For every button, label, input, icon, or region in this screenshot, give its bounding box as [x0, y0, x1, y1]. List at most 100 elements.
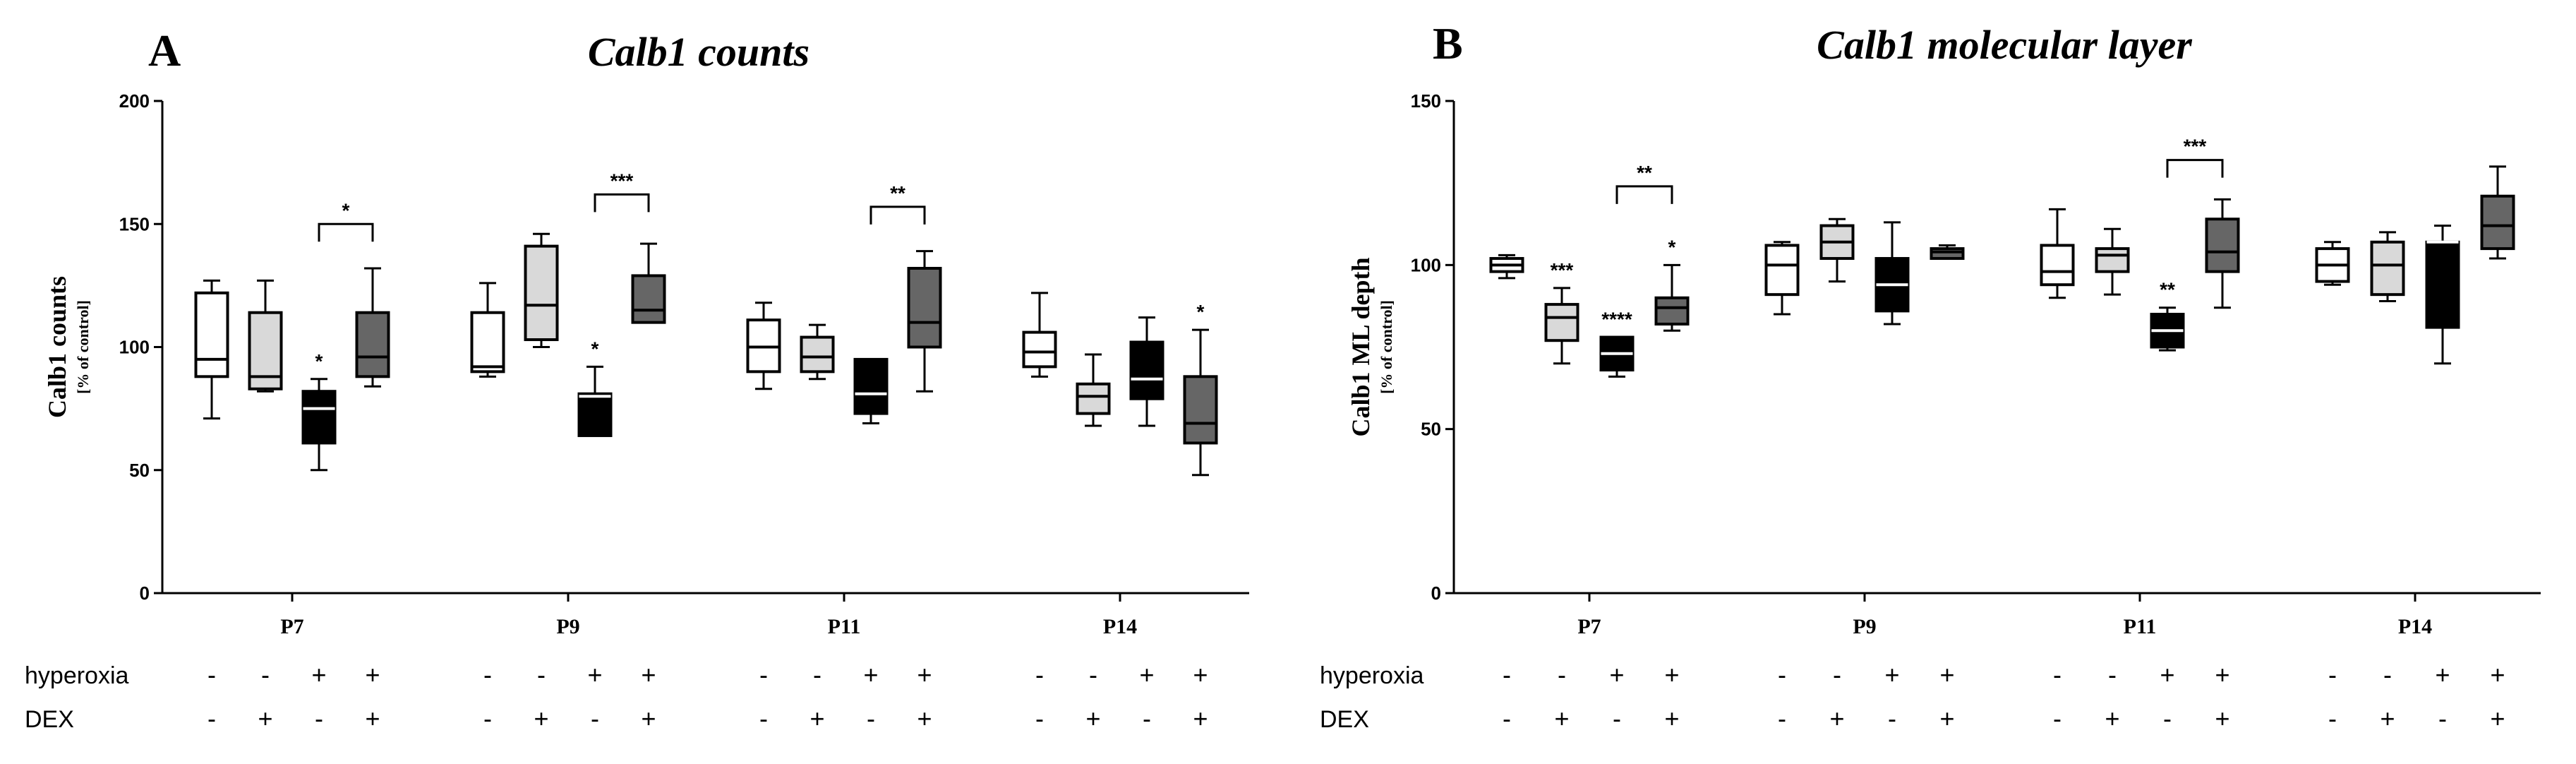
- condition-sign: -: [207, 704, 216, 733]
- box-p11-group-2: [2095, 227, 2130, 296]
- box-iqr: [1764, 244, 1800, 297]
- condition-sign: +: [917, 704, 932, 733]
- y-tick-label: 150: [119, 213, 150, 234]
- x-category-label: P7: [280, 615, 303, 638]
- condition-sign: -: [1778, 704, 1786, 733]
- box-iqr: [2370, 240, 2405, 297]
- condition-sign: +: [2380, 704, 2395, 733]
- box-iqr: [524, 244, 559, 342]
- condition-sign: -: [759, 704, 768, 733]
- condition-label-hyperoxia: hyperoxia: [25, 662, 129, 689]
- box-iqr: [194, 291, 229, 378]
- box-p14-group-4: [1183, 328, 1218, 477]
- y-tick-label: 200: [119, 90, 150, 112]
- condition-sign: -: [2438, 704, 2447, 733]
- condition-sign: +: [1884, 660, 1899, 689]
- y-tick-label: 0: [1431, 583, 1441, 604]
- condition-sign: +: [587, 660, 602, 689]
- condition-sign: +: [809, 704, 824, 733]
- condition-sign: +: [365, 704, 380, 733]
- condition-sign: -: [591, 704, 599, 733]
- condition-sign: -: [813, 660, 821, 689]
- box-p11-group-3: [853, 357, 889, 425]
- chart-title: Calb1 counts: [588, 29, 809, 75]
- condition-sign: -: [2053, 660, 2062, 689]
- condition-sign: +: [1193, 660, 1208, 689]
- significance-marker: ****: [1601, 309, 1632, 330]
- box-iqr: [631, 274, 666, 324]
- significance-bracket: ***: [594, 169, 650, 213]
- y-axis-unit: [% of control]: [74, 300, 92, 394]
- condition-sign: +: [1554, 704, 1569, 733]
- condition-sign: -: [261, 660, 270, 689]
- y-axis-unit: [% of control]: [1378, 300, 1395, 394]
- box-p9-group-1: [470, 282, 505, 378]
- condition-sign: -: [483, 660, 492, 689]
- box-iqr: [2040, 244, 2075, 287]
- bracket-label: **: [1637, 162, 1652, 184]
- box-p11-group-3: [2150, 306, 2185, 352]
- box-p7-group-3: [1599, 335, 1635, 378]
- box-p14-group-4: [2480, 165, 2515, 260]
- condition-sign: +: [1664, 704, 1679, 733]
- significance-marker: *: [1197, 301, 1205, 323]
- x-category-label: P7: [1577, 615, 1601, 638]
- condition-sign: +: [2490, 704, 2505, 733]
- condition-sign: -: [2328, 660, 2337, 689]
- box-p11-group-4: [907, 250, 942, 393]
- box-p9-group-2: [524, 232, 559, 348]
- box-p9-group-4: [1930, 244, 1965, 261]
- condition-sign: +: [641, 704, 656, 733]
- condition-sign: -: [1888, 704, 1896, 733]
- box-iqr: [907, 266, 942, 349]
- condition-sign: +: [2160, 660, 2174, 689]
- condition-sign: -: [1035, 660, 1044, 689]
- bracket-line: [1615, 185, 1673, 204]
- condition-sign: +: [1085, 704, 1100, 733]
- condition-sign: -: [867, 704, 875, 733]
- box-iqr: [1076, 382, 1111, 415]
- condition-sign: +: [258, 704, 272, 733]
- y-axis-label: Calb1 ML depth: [1347, 257, 1375, 436]
- condition-sign: +: [2105, 704, 2119, 733]
- x-category-label: P11: [2124, 615, 2157, 638]
- panel-b: B Calb1 molecular layer Calb1 ML depth [% o…: [1320, 18, 2541, 733]
- box-p9-group-1: [1764, 241, 1800, 316]
- box-p9-group-2: [1819, 217, 1855, 283]
- box-p9-group-4: [631, 242, 666, 324]
- box-p7-group-2: [248, 279, 283, 393]
- condition-sign: +: [1939, 704, 1954, 733]
- box-iqr: [2480, 194, 2515, 251]
- condition-label-hyperoxia: hyperoxia: [1320, 662, 1424, 689]
- box-iqr: [2205, 217, 2240, 273]
- significance-marker: *: [315, 350, 323, 372]
- box-p14-group-1: [1022, 292, 1057, 378]
- bracket-label: ***: [2184, 136, 2207, 157]
- condition-sign: -: [1035, 704, 1044, 733]
- condition-sign: +: [1193, 704, 1208, 733]
- bracket-label: ***: [610, 169, 634, 191]
- condition-sign: +: [2490, 660, 2505, 689]
- condition-sign: -: [315, 704, 323, 733]
- box-iqr: [1022, 330, 1057, 369]
- box-p7-group-1: [1489, 253, 1524, 280]
- bracket-label: **: [890, 182, 905, 204]
- bracket-label: *: [342, 199, 350, 221]
- condition-sign: +: [311, 660, 326, 689]
- condition-sign: +: [534, 704, 548, 733]
- y-axis-label: Calb1 counts: [43, 276, 71, 418]
- condition-sign: -: [2328, 704, 2337, 733]
- significance-marker: ***: [1551, 259, 1574, 281]
- box-iqr: [1129, 340, 1164, 400]
- x-category-label: P14: [1103, 615, 1137, 638]
- x-category-label: P14: [2398, 615, 2432, 638]
- box-iqr: [301, 390, 337, 445]
- significance-bracket: **: [869, 182, 926, 225]
- box-p7-group-4: [355, 267, 390, 388]
- condition-label-dex: DEX: [1320, 706, 1369, 733]
- box-p14-group-2: [2370, 231, 2405, 302]
- y-tick-label: 50: [129, 460, 150, 481]
- box-iqr: [800, 335, 835, 374]
- y-tick-label: 100: [1411, 254, 1441, 275]
- bracket-line: [869, 205, 926, 225]
